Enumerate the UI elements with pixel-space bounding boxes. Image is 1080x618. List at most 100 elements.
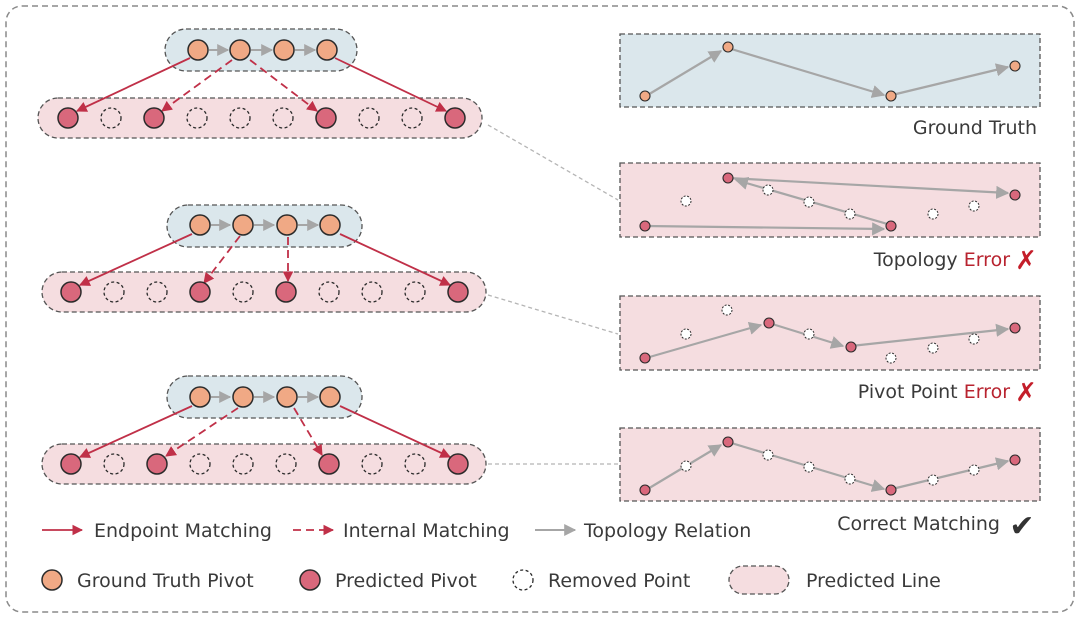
panel-box [619, 33, 1041, 108]
topology-arrow [645, 321, 763, 360]
internal-match-arrow [165, 407, 239, 457]
pred-line-box [41, 271, 487, 313]
internal-match-arrow [203, 235, 241, 284]
pred-pivot [639, 352, 651, 364]
gt-pivot [316, 39, 338, 61]
removed-point [404, 453, 426, 475]
removed-point [232, 453, 254, 475]
endpoint-match-arrow [76, 57, 191, 112]
removed-point [318, 281, 340, 303]
connector-line [487, 124, 619, 201]
gt-pivot [1009, 60, 1021, 72]
legend: Endpoint Matching Internal Matching Topo… [41, 520, 941, 595]
gt-pivot [276, 214, 298, 236]
pred-pivot [315, 107, 337, 129]
legend-pred-pivot: Predicted Pivot [335, 570, 477, 592]
pred-pivot [60, 281, 82, 303]
pred-pivot [447, 453, 469, 475]
pred-pivot [885, 484, 897, 496]
topology-arrow [891, 63, 1010, 97]
legend-internal-matching: Internal Matching [343, 520, 510, 542]
endpoint-match-arrow [339, 233, 451, 286]
matching-example-3 [41, 375, 487, 485]
removed-point [100, 107, 122, 129]
pred-pivot [444, 107, 466, 129]
pred-pivot [722, 436, 734, 448]
pred-pivot [318, 453, 340, 475]
removed-point [680, 460, 692, 472]
panel-ground-truth: Ground Truth [619, 33, 1041, 139]
topology-arrow [645, 222, 886, 236]
pred-pivot [845, 341, 857, 353]
gt-pivot [319, 386, 341, 408]
internal-match-arrow [161, 59, 233, 112]
removed-point [803, 328, 815, 340]
pred-pivot [639, 220, 651, 232]
removed-point [968, 200, 980, 212]
endpoint-match-arrow [79, 405, 193, 458]
removed-point [146, 281, 168, 303]
removed-point [927, 342, 939, 354]
gt-pivot [189, 386, 211, 408]
removed-point [358, 107, 380, 129]
removed-point [186, 107, 208, 129]
topology-arrow [727, 176, 1010, 199]
removed-point [272, 107, 294, 129]
topology-arrow [850, 323, 1010, 348]
endpoint-match-arrow [339, 405, 451, 458]
removed-point [680, 328, 692, 340]
removed-point [844, 208, 856, 220]
pred-pivot [275, 281, 297, 303]
topology-arrow [645, 50, 723, 97]
removed-point [103, 281, 125, 303]
pred-pivot [189, 281, 211, 303]
panel-topology-error: Topology Error ✗ [619, 162, 1041, 276]
pred-line-box [41, 443, 487, 485]
removed-point-legend-icon [512, 569, 534, 591]
internal-match-arrow [249, 59, 318, 112]
check-icon: ✔ [1009, 509, 1034, 544]
removed-point [361, 281, 383, 303]
cross-icon: ✗ [1015, 246, 1037, 276]
label-part: Topology [873, 249, 964, 271]
legend-topology-relation: Topology Relation [583, 520, 751, 542]
topology-error-label: Topology Error [873, 249, 1010, 271]
removed-point [844, 473, 856, 485]
gt-pivot [639, 90, 651, 102]
pred-pivot [722, 172, 734, 184]
legend-gt-pivot: Ground Truth Pivot [77, 570, 254, 592]
removed-point [927, 474, 939, 486]
removed-point [762, 449, 774, 461]
label-part: Pivot Point [858, 381, 964, 403]
pred-pivot [57, 107, 79, 129]
gt-pivot [319, 214, 341, 236]
pred-line-box [37, 97, 483, 139]
endpoint-match-arrow [79, 233, 193, 286]
removed-point [680, 195, 692, 207]
removed-point [885, 352, 897, 364]
removed-point [803, 196, 815, 208]
ground-truth-label: Ground Truth [913, 117, 1037, 139]
gt-pivot [232, 386, 254, 408]
gt-pivot [273, 39, 295, 61]
topology-arrow [727, 46, 886, 98]
removed-point [803, 461, 815, 473]
pred-pivot [1009, 189, 1021, 201]
topology-arrow [891, 457, 1010, 491]
pred-pivot [763, 317, 775, 329]
gt-pivot [229, 39, 251, 61]
removed-point [401, 107, 423, 129]
correct-matching-label: Correct Matching [837, 513, 1000, 535]
matching-example-2 [41, 204, 487, 313]
legend-pred-line: Predicted Line [806, 570, 941, 592]
panel-correct-matching: Correct Matching ✔ [619, 427, 1041, 544]
matching-example-1 [37, 28, 483, 139]
label-part: Error [964, 381, 1011, 403]
gt-pivot [722, 41, 734, 53]
removed-point [968, 464, 980, 476]
gt-pivot [885, 90, 897, 102]
removed-point [404, 281, 426, 303]
removed-point [275, 453, 297, 475]
removed-point [189, 453, 211, 475]
